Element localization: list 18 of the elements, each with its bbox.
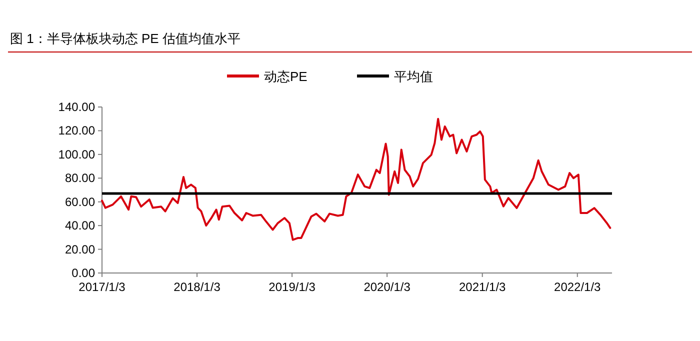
y-tick-label: 100.00 [58,147,96,162]
y-tick-label: 60.00 [64,194,96,209]
chart-title: 图 1：半导体板块动态 PE 估值均值水平 [10,31,240,46]
line-series [101,118,612,241]
x-tick-label: 2020/1/3 [364,280,411,294]
x-tick-label: 2018/1/3 [174,280,221,294]
y-tick-label: 0.00 [72,266,96,280]
x-tick-label: 2021/1/3 [458,280,506,294]
x-tick-label: 2017/1/3 [78,280,126,294]
legend-label: 平均值 [394,69,433,84]
y-tick-label: 80.00 [64,171,96,186]
y-tick-label: 40.00 [64,218,96,233]
y-tick-label: 20.00 [64,242,96,256]
x-tick-label: 2019/1/3 [268,280,316,294]
legend-label: 动态PE [264,69,308,84]
y-tick-label: 140.00 [58,100,96,114]
x-tick-label: 2022/1/3 [554,280,602,294]
y-tick-label: 120.00 [58,124,96,138]
